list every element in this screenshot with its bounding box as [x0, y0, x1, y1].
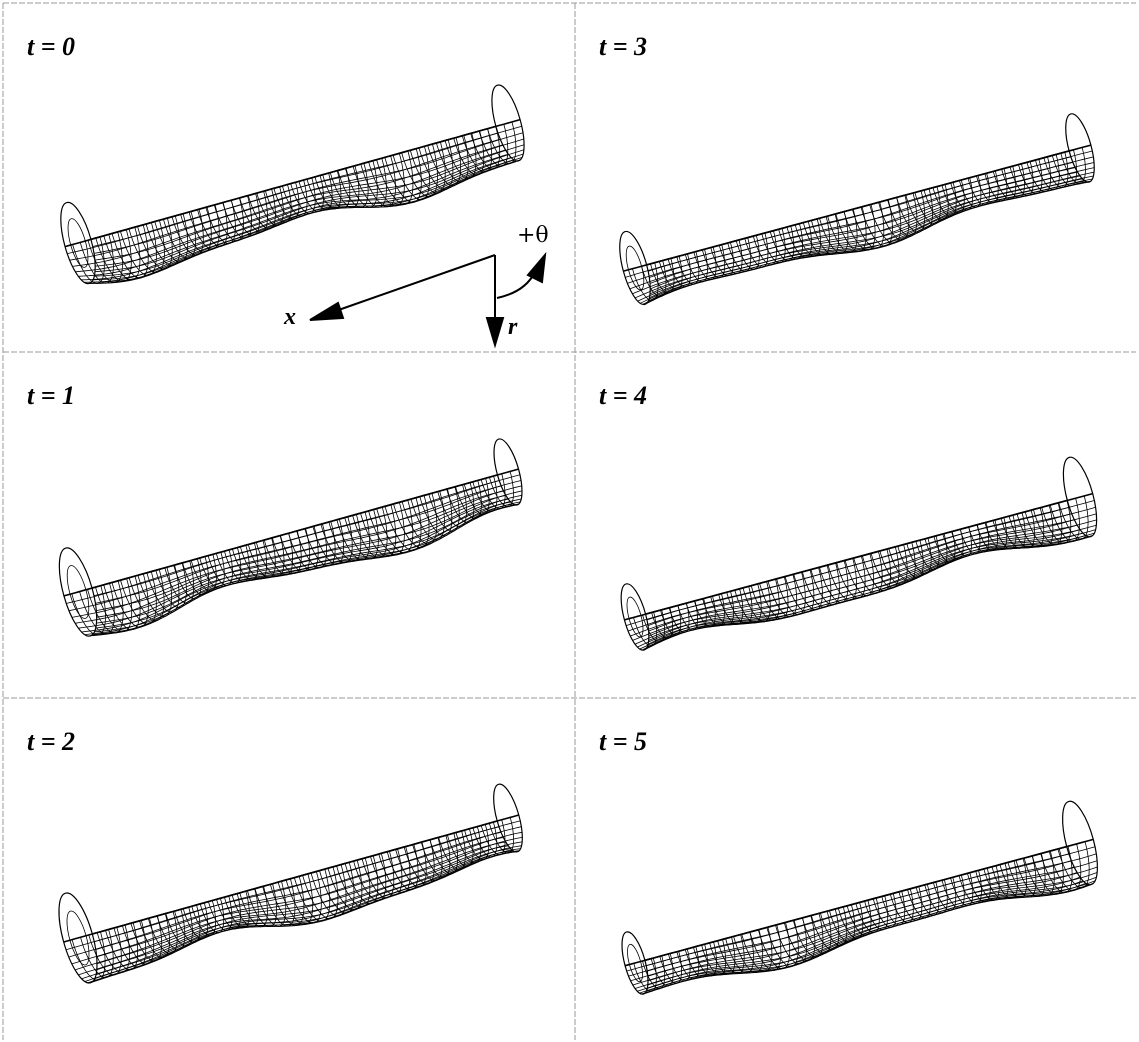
tubes: [51, 82, 1104, 997]
tube-line: [640, 181, 1085, 303]
axis-x: [330, 255, 495, 313]
tube-line: [95, 139, 524, 260]
axis-label-theta: +θ: [517, 223, 549, 248]
tube: [614, 111, 1101, 307]
tube-line: [84, 160, 514, 283]
tube-line: [93, 157, 522, 279]
tube-line: [650, 163, 1094, 284]
tube-line: [649, 514, 1097, 631]
tube-line: [648, 179, 1092, 301]
tube-line: [72, 145, 502, 267]
tube-line: [67, 133, 498, 254]
tube-line: [647, 181, 1091, 303]
tube-line: [646, 535, 1093, 649]
panel-label: t = 1: [27, 381, 75, 410]
tube-line: [642, 537, 1088, 651]
figure: x r +θ t = 0 t = 1 t = 2 t = 3 t = 4 t = 5: [0, 0, 1139, 1042]
tube: [52, 436, 528, 640]
tube-line: [64, 475, 498, 596]
axis-label-r: r: [508, 314, 518, 340]
tube-line: [625, 847, 1067, 966]
tube: [617, 798, 1105, 997]
tube-line: [640, 535, 1086, 649]
tube-line: [645, 182, 1089, 304]
panel-label: t = 4: [599, 381, 647, 410]
tube-line: [82, 849, 511, 979]
tube-line: [96, 827, 522, 950]
arrow-head: [487, 318, 503, 345]
tube: [51, 781, 528, 987]
axis-label-x: x: [283, 304, 296, 330]
tube: [54, 82, 531, 287]
panel-label: t = 2: [27, 727, 75, 756]
tube-line: [94, 154, 523, 276]
tube-line: [624, 500, 1067, 620]
tube-line: [638, 179, 1083, 301]
tube-line: [65, 126, 496, 246]
tube: [616, 454, 1104, 653]
tube-line: [97, 842, 522, 970]
tube-line: [625, 157, 1071, 278]
tube-line: [97, 837, 522, 963]
tube-line: [637, 533, 1083, 647]
tube-line: [647, 533, 1094, 647]
panel-label: t = 0: [27, 32, 75, 61]
panel-label: t = 3: [599, 32, 647, 61]
arrow-head: [310, 303, 343, 320]
tube-line: [643, 182, 1088, 304]
panel-label: t = 5: [599, 727, 647, 756]
